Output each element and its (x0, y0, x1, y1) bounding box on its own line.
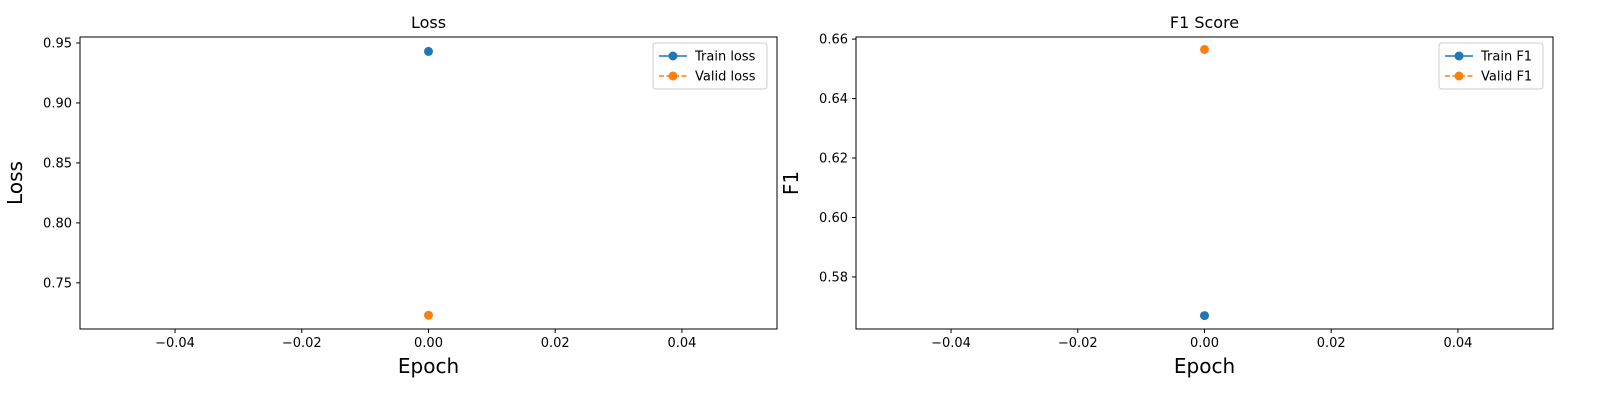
y-tick-label: 0.66 (819, 33, 848, 48)
legend-label: Valid F1 (1481, 70, 1532, 85)
chart-title: F1 Score (1170, 13, 1239, 32)
y-tick-label: 0.75 (43, 276, 72, 291)
x-tick-label: 0.00 (414, 336, 443, 351)
y-axis-label: F1 (779, 171, 803, 195)
legend-box (652, 42, 768, 90)
data-point (424, 310, 433, 320)
x-tick-label: −0.02 (1058, 336, 1098, 351)
y-tick-label: 0.62 (819, 152, 848, 167)
chart-panel-1: −0.04 −0.02 0.00 0.02 0.04 0.58 0.60 0.62 0.64 0.… (779, 13, 1554, 378)
x-tick-label: 0.04 (667, 336, 696, 351)
x-tick-label: −0.02 (282, 336, 322, 351)
x-axis-label: Epoch (398, 354, 459, 378)
y-axis-label: Loss (3, 161, 27, 205)
legend-marker (1454, 51, 1464, 61)
legend-marker (668, 71, 678, 81)
x-tick-label: 0.04 (1443, 336, 1472, 351)
x-tick-label: −0.04 (931, 336, 971, 351)
legend-box (1438, 42, 1544, 90)
data-point (1200, 311, 1209, 321)
chart-title: Loss (411, 13, 446, 32)
x-tick-label: 0.00 (1190, 336, 1219, 351)
y-tick-label: 0.60 (819, 211, 848, 226)
legend-label: Train loss (694, 50, 756, 65)
x-axis-label: Epoch (1174, 354, 1235, 378)
x-tick-label: −0.04 (155, 336, 195, 351)
legend-label: Train F1 (1480, 50, 1532, 65)
data-point (424, 46, 433, 56)
data-point (1200, 44, 1209, 54)
legend-marker (668, 51, 678, 61)
y-tick-label: 0.64 (819, 92, 848, 107)
legend-marker (1454, 71, 1464, 81)
legend-label: Valid loss (695, 70, 756, 85)
y-tick-label: 0.95 (43, 36, 72, 51)
y-tick-label: 0.85 (43, 156, 72, 171)
chart-panel-0: −0.04 −0.02 0.00 0.02 0.04 0.75 0.80 0.85 0.90 0.… (3, 13, 778, 378)
y-tick-label: 0.80 (43, 216, 72, 231)
x-tick-label: 0.02 (541, 336, 570, 351)
y-tick-label: 0.58 (819, 270, 848, 285)
y-tick-label: 0.90 (43, 96, 72, 111)
x-tick-label: 0.02 (1317, 336, 1346, 351)
